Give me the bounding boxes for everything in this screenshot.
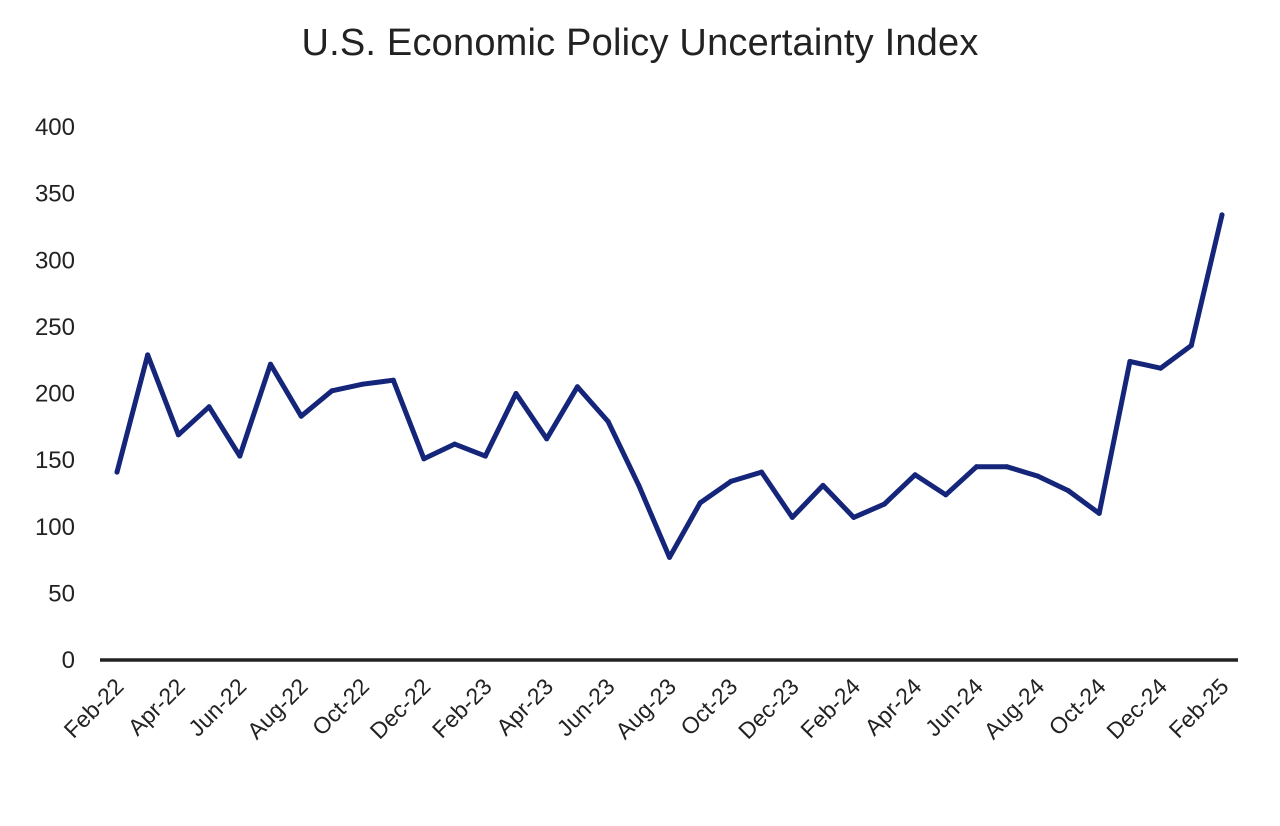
data-point bbox=[973, 464, 979, 470]
y-tick-label: 150 bbox=[35, 447, 75, 474]
data-point bbox=[1066, 488, 1071, 494]
data-point bbox=[390, 377, 396, 383]
x-tick-label: Jun-22 bbox=[183, 673, 251, 741]
x-tick-label: Feb-23 bbox=[427, 673, 497, 743]
data-point bbox=[667, 554, 672, 560]
x-tick-label: Dec-22 bbox=[365, 673, 436, 744]
x-tick-label: Apr-22 bbox=[123, 673, 190, 740]
data-point bbox=[298, 413, 304, 419]
x-tick-label: Aug-22 bbox=[242, 673, 313, 744]
data-point bbox=[1035, 473, 1041, 479]
x-tick-label: Apr-23 bbox=[491, 673, 558, 740]
x-tick-label: Feb-22 bbox=[59, 673, 129, 743]
data-point bbox=[912, 472, 918, 478]
y-tick-label: 50 bbox=[48, 580, 75, 607]
y-tick-label: 350 bbox=[35, 181, 75, 208]
data-point bbox=[605, 419, 611, 424]
x-tick-label: Dec-23 bbox=[733, 673, 804, 744]
x-axis-ticks: Feb-22Apr-22Jun-22Aug-22Oct-22Dec-22Feb-… bbox=[59, 673, 1234, 744]
data-point bbox=[114, 469, 120, 475]
data-point bbox=[482, 453, 488, 459]
x-tick-label: Aug-24 bbox=[979, 673, 1050, 744]
data-point bbox=[452, 441, 458, 447]
data-point bbox=[851, 514, 857, 520]
data-point bbox=[544, 436, 550, 442]
x-tick-label: Dec-24 bbox=[1101, 673, 1172, 744]
data-point bbox=[513, 391, 519, 396]
data-point bbox=[1158, 365, 1164, 371]
chart-title: U.S. Economic Policy Uncertainty Index bbox=[301, 22, 979, 64]
data-point bbox=[1219, 212, 1225, 218]
data-point bbox=[1004, 464, 1010, 470]
data-point bbox=[329, 388, 335, 394]
x-tick-label: Feb-25 bbox=[1164, 673, 1234, 743]
data-point bbox=[175, 432, 181, 438]
data-point bbox=[697, 500, 703, 506]
data-point bbox=[421, 456, 427, 462]
data-point bbox=[1127, 359, 1133, 364]
x-tick-label: Oct-22 bbox=[307, 673, 374, 740]
data-point bbox=[268, 361, 273, 367]
y-tick-label: 400 bbox=[35, 114, 75, 141]
data-point bbox=[820, 482, 826, 488]
data-point bbox=[789, 514, 795, 520]
y-tick-label: 100 bbox=[35, 514, 75, 541]
x-tick-label: Feb-24 bbox=[795, 673, 865, 743]
data-point bbox=[636, 482, 642, 488]
data-point bbox=[728, 478, 734, 484]
x-tick-label: Oct-24 bbox=[1044, 673, 1111, 740]
x-tick-label: Aug-23 bbox=[610, 673, 681, 744]
series-line bbox=[114, 212, 1225, 560]
x-tick-label: Apr-24 bbox=[859, 673, 926, 740]
x-tick-label: Oct-23 bbox=[675, 673, 742, 740]
data-point bbox=[206, 404, 212, 410]
data-point bbox=[759, 469, 765, 475]
x-tick-label: Jun-23 bbox=[552, 673, 620, 741]
y-axis-ticks: 0 50 100 150 200 250 300 350 400 bbox=[35, 114, 75, 674]
y-tick-label: 250 bbox=[35, 314, 75, 341]
series-layer bbox=[114, 212, 1225, 560]
data-point bbox=[360, 381, 366, 387]
data-point bbox=[145, 352, 151, 358]
y-tick-label: 200 bbox=[35, 381, 75, 408]
data-point bbox=[1096, 510, 1102, 516]
y-tick-label: 0 bbox=[62, 647, 75, 674]
data-point bbox=[237, 453, 243, 459]
data-point bbox=[943, 492, 949, 498]
data-point bbox=[1188, 343, 1194, 348]
y-tick-label: 300 bbox=[35, 247, 75, 274]
data-point bbox=[881, 501, 887, 507]
data-point bbox=[574, 384, 580, 390]
x-tick-label: Jun-24 bbox=[920, 673, 988, 741]
